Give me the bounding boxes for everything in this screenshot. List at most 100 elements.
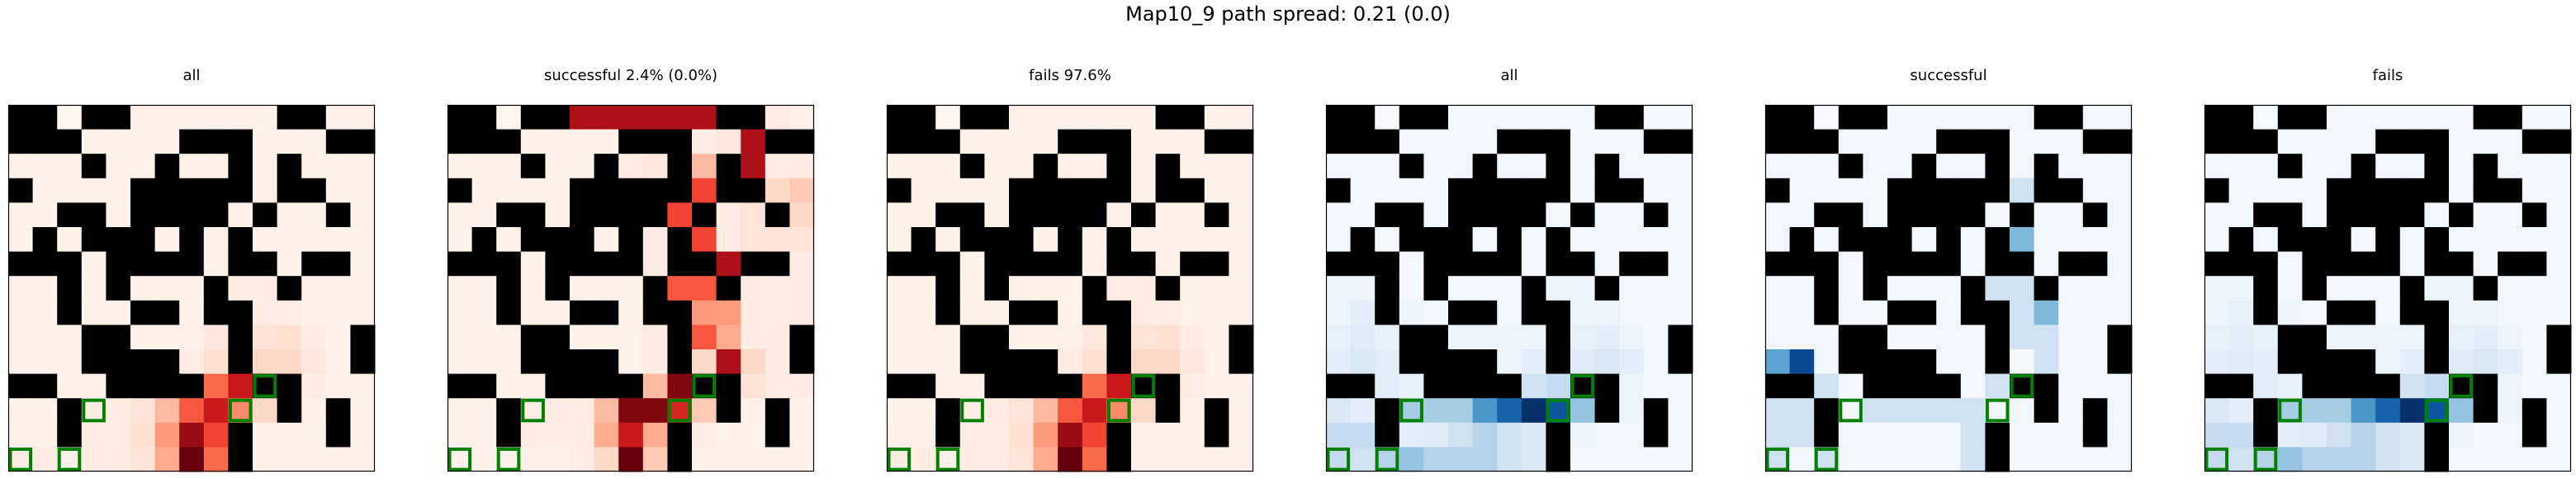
- heatmap-cell: [2277, 447, 2303, 472]
- obstacle-cell: [2327, 300, 2352, 325]
- obstacle-cell: [1911, 202, 1937, 228]
- heatmap-cell: [741, 129, 766, 154]
- obstacle-cell: [2424, 251, 2450, 277]
- obstacle-cell: [520, 227, 546, 253]
- obstacle-cell: [1594, 276, 1620, 301]
- heatmap-cell: [2228, 447, 2254, 472]
- heatmap-cell: [1594, 349, 1620, 375]
- heatmap-cell: [1009, 276, 1035, 301]
- obstacle-cell: [32, 227, 58, 253]
- obstacle-cell: [984, 105, 1010, 130]
- heatmap-cell: [1521, 325, 1546, 350]
- heatmap-cell: [1204, 300, 1229, 325]
- heatmap-cell: [1033, 422, 1058, 448]
- obstacle-cell: [1863, 276, 1888, 301]
- obstacle-cell: [959, 154, 985, 179]
- heatmap-cell: [57, 373, 83, 399]
- heatmap-cell: [2010, 105, 2035, 130]
- heatmap-cell: [57, 349, 83, 375]
- obstacle-cell: [1082, 178, 1107, 203]
- heatmap-cell: [984, 154, 1010, 179]
- obstacle-cell: [1009, 227, 1035, 253]
- obstacle-cell: [520, 105, 546, 130]
- heatmap-cell: [2107, 105, 2133, 130]
- heatmap-cell: [520, 129, 546, 154]
- obstacle-cell: [716, 373, 741, 399]
- obstacle-cell: [1985, 227, 2010, 253]
- heatmap-cell: [1838, 178, 1863, 203]
- obstacle-cell: [692, 373, 717, 399]
- heatmap-cell: [1082, 373, 1107, 399]
- obstacle-cell: [984, 251, 1010, 277]
- obstacle-cell: [1911, 154, 1937, 179]
- obstacle-cell: [2228, 227, 2254, 253]
- heatmap-cell: [2034, 422, 2059, 448]
- heatmap-cell: [1399, 178, 1424, 203]
- panel-frame: [447, 104, 815, 472]
- heatmap-cell: [203, 227, 229, 253]
- obstacle-cell: [1546, 154, 1571, 179]
- heatmap-cell: [130, 129, 156, 154]
- obstacle-cell: [2058, 105, 2084, 130]
- obstacle-cell: [594, 178, 619, 203]
- obstacle-cell: [667, 251, 693, 277]
- heatmap-cell: [911, 447, 936, 472]
- heatmap-cell: [32, 325, 58, 350]
- obstacle-cell: [1887, 178, 1913, 203]
- heatmap-cell: [2449, 129, 2474, 154]
- obstacle-cell: [887, 373, 912, 399]
- heatmap-cell: [325, 373, 351, 399]
- obstacle-cell: [179, 178, 205, 203]
- obstacle-cell: [1082, 300, 1107, 325]
- heatmap-cell: [789, 105, 815, 130]
- heatmap-cell: [1131, 227, 1157, 253]
- heatmap-cell: [2204, 398, 2230, 424]
- heatmap-cell: [2228, 422, 2254, 448]
- obstacle-cell: [1009, 251, 1035, 277]
- obstacle-cell: [471, 227, 497, 253]
- heatmap-cell: [1863, 447, 1888, 472]
- heatmap-cell: [2473, 325, 2498, 350]
- heatmap-cell: [1546, 202, 1571, 228]
- heatmap-cell: [911, 325, 936, 350]
- heatmap-cell: [1863, 422, 1888, 448]
- heatmap-cell: [1497, 105, 1522, 130]
- obstacle-cell: [618, 178, 644, 203]
- heatmap-cell: [984, 202, 1010, 228]
- heatmap-cell: [471, 300, 497, 325]
- heatmap-cell: [594, 447, 619, 472]
- obstacle-cell: [1399, 349, 1424, 375]
- heatmap-cell: [1399, 398, 1424, 424]
- heatmap-cell: [2424, 105, 2450, 130]
- heatmap-cell: [2498, 398, 2523, 424]
- obstacle-cell: [1594, 105, 1620, 130]
- obstacle-cell: [570, 300, 595, 325]
- heatmap-cell: [2107, 373, 2133, 399]
- heatmap-cell: [2010, 129, 2035, 154]
- heatmap-cell: [1911, 129, 1937, 154]
- obstacle-cell: [1448, 300, 1474, 325]
- heatmap-cell: [1009, 422, 1035, 448]
- heatmap-cell: [203, 422, 229, 448]
- heatmap-cell: [716, 202, 741, 228]
- panel-title: successful: [1910, 67, 1987, 84]
- obstacle-cell: [2473, 154, 2498, 179]
- heatmap-cell: [447, 398, 473, 424]
- obstacle-cell: [984, 276, 1010, 301]
- heatmap-cell: [1814, 154, 1840, 179]
- obstacle-cell: [130, 300, 156, 325]
- heatmap-cell: [2204, 349, 2230, 375]
- obstacle-cell: [1131, 251, 1157, 277]
- obstacle-cell: [154, 202, 180, 228]
- obstacle-cell: [1985, 447, 2010, 472]
- heatmap-cell: [1155, 447, 1181, 472]
- obstacle-cell: [471, 373, 497, 399]
- heatmap-cell: [1448, 398, 1474, 424]
- obstacle-cell: [1204, 422, 1229, 448]
- heatmap-cell: [1863, 178, 1888, 203]
- obstacle-cell: [1204, 129, 1229, 154]
- heatmap-cell: [1009, 447, 1035, 472]
- heatmap-cell: [106, 398, 131, 424]
- heatmap-cell: [1448, 325, 1474, 350]
- heatmap-cell: [1082, 227, 1107, 253]
